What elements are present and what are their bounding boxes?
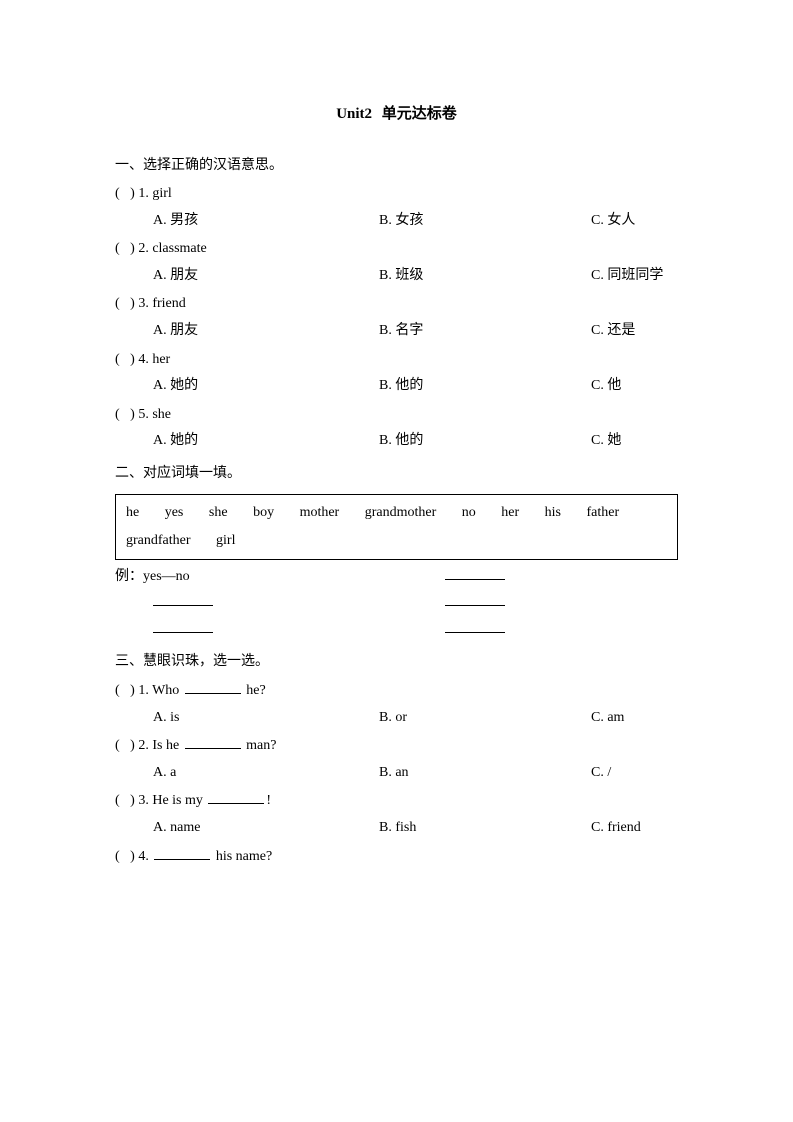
s1-q5-opt-b[interactable]: B. 他的 <box>379 428 591 455</box>
section2-heading: 二、对应词填一填。 <box>115 461 678 488</box>
s1-q3-options: A. 朋友 B. 名字 C. 还是 <box>115 318 678 345</box>
s2-example-row: 例：yes—no <box>115 564 678 591</box>
answer-paren[interactable]: ( ) <box>115 849 138 864</box>
s3-q1-opt-c[interactable]: C. am <box>591 705 678 732</box>
s3-q3-opt-b[interactable]: B. fish <box>379 815 591 842</box>
answer-paren[interactable]: ( ) <box>115 793 138 808</box>
s3-q2-blank[interactable] <box>185 735 241 749</box>
s1-q2-stem: ( ) 2. classmate <box>115 236 678 263</box>
s1-q3-opt-a[interactable]: A. 朋友 <box>153 318 379 345</box>
section3-heading: 三、慧眼识珠，选一选。 <box>115 649 678 676</box>
s1-q3-opt-b[interactable]: B. 名字 <box>379 318 591 345</box>
s1-q2-options: A. 朋友 B. 班级 C. 同班同学 <box>115 263 678 290</box>
s3-q1-pre: Who <box>152 683 183 698</box>
s1-q5-stem: ( ) 5. she <box>115 402 678 429</box>
answer-paren[interactable]: ( ) <box>115 296 138 311</box>
s1-q3-word: friend <box>152 296 185 311</box>
s2-blank-l3[interactable] <box>115 617 445 644</box>
s1-q1-stem: ( ) 1. girl <box>115 181 678 208</box>
s1-q2-opt-a[interactable]: A. 朋友 <box>153 263 379 290</box>
wb-word-4: mother <box>300 499 340 527</box>
s3-q3-stem: ( ) 3. He is my ! <box>115 788 678 815</box>
answer-paren[interactable]: ( ) <box>115 241 138 256</box>
s3-q1-opt-a[interactable]: A. is <box>153 705 379 732</box>
wb-word-5: grandmother <box>365 499 437 527</box>
s3-q2-opt-b[interactable]: B. an <box>379 760 591 787</box>
answer-paren[interactable]: ( ) <box>115 738 138 753</box>
s1-q4-options: A. 她的 B. 他的 C. 他 <box>115 373 678 400</box>
s2-row2 <box>115 590 678 617</box>
s2-blank-r2[interactable] <box>445 590 678 617</box>
wb-word-9: father <box>586 499 619 527</box>
s3-q3-pre: He is my <box>152 793 206 808</box>
s3-q2-opt-c[interactable]: C. / <box>591 760 678 787</box>
s3-q1-post: he? <box>243 683 266 698</box>
wb-word-8: his <box>545 499 561 527</box>
s2-example-left: 例：yes—no <box>115 564 445 591</box>
s3-q3-options: A. name B. fish C. friend <box>115 815 678 842</box>
s1-q5-opt-c[interactable]: C. 她 <box>591 428 678 455</box>
s3-q4-stem: ( ) 4. his name? <box>115 844 678 871</box>
s1-q3-opt-c[interactable]: C. 还是 <box>591 318 678 345</box>
s3-q3-opt-a[interactable]: A. name <box>153 815 379 842</box>
title-prefix: Unit2 <box>336 106 372 122</box>
wb-word-2: she <box>209 499 228 527</box>
s3-q1-blank[interactable] <box>185 680 241 694</box>
s1-q4-opt-c[interactable]: C. 他 <box>591 373 678 400</box>
s3-q2-pre: Is he <box>152 738 182 753</box>
wb-word-7: her <box>501 499 519 527</box>
title-text: 单元达标卷 <box>382 106 457 122</box>
dot: . <box>145 849 152 864</box>
wb-word-0: he <box>126 499 139 527</box>
answer-paren[interactable]: ( ) <box>115 683 138 698</box>
s2-blank-r1[interactable] <box>445 564 678 591</box>
section1-heading: 一、选择正确的汉语意思。 <box>115 153 678 180</box>
answer-paren[interactable]: ( ) <box>115 186 138 201</box>
s3-q3-blank[interactable] <box>208 790 264 804</box>
s3-q3-opt-c[interactable]: C. friend <box>591 815 678 842</box>
s3-q3-post: ! <box>266 793 271 808</box>
s3-q1-stem: ( ) 1. Who he? <box>115 678 678 705</box>
wb-word-1: yes <box>165 499 184 527</box>
s3-q4-blank[interactable] <box>154 846 210 860</box>
s1-q1-opt-a[interactable]: A. 男孩 <box>153 208 379 235</box>
s2-example-pair: yes—no <box>143 569 190 584</box>
answer-paren[interactable]: ( ) <box>115 352 138 367</box>
s1-q5-word: she <box>152 407 171 422</box>
s3-q1-options: A. is B. or C. am <box>115 705 678 732</box>
s3-q1-opt-b[interactable]: B. or <box>379 705 591 732</box>
s1-q3-stem: ( ) 3. friend <box>115 291 678 318</box>
s1-q2-word: classmate <box>152 241 206 256</box>
wb-word-10: grandfather <box>126 527 191 555</box>
word-bank-box: he yes she boy mother grandmother no her… <box>115 494 678 560</box>
s3-q2-opt-a[interactable]: A. a <box>153 760 379 787</box>
s2-blank-r3[interactable] <box>445 617 678 644</box>
s3-q2-stem: ( ) 2. Is he man? <box>115 733 678 760</box>
s2-example-label: 例： <box>115 569 143 584</box>
wb-word-11: girl <box>216 527 235 555</box>
s1-q4-word: her <box>152 352 170 367</box>
page-title: Unit2 单元达标卷 <box>115 100 678 129</box>
s1-q2-opt-c[interactable]: C. 同班同学 <box>591 263 678 290</box>
s3-q2-post: man? <box>243 738 277 753</box>
s1-q4-opt-a[interactable]: A. 她的 <box>153 373 379 400</box>
answer-paren[interactable]: ( ) <box>115 407 138 422</box>
s1-q1-opt-b[interactable]: B. 女孩 <box>379 208 591 235</box>
s1-q5-options: A. 她的 B. 他的 C. 她 <box>115 428 678 455</box>
s2-blank-l2[interactable] <box>115 590 445 617</box>
s3-q4-post: his name? <box>212 849 272 864</box>
s1-q2-opt-b[interactable]: B. 班级 <box>379 263 591 290</box>
s1-q1-word: girl <box>152 186 171 201</box>
s1-q1-options: A. 男孩 B. 女孩 C. 女人 <box>115 208 678 235</box>
s3-q2-options: A. a B. an C. / <box>115 760 678 787</box>
s2-row3 <box>115 617 678 644</box>
s1-q4-opt-b[interactable]: B. 他的 <box>379 373 591 400</box>
wb-word-3: boy <box>253 499 274 527</box>
wb-word-6: no <box>462 499 476 527</box>
s1-q1-opt-c[interactable]: C. 女人 <box>591 208 678 235</box>
s1-q5-opt-a[interactable]: A. 她的 <box>153 428 379 455</box>
s1-q4-stem: ( ) 4. her <box>115 347 678 374</box>
